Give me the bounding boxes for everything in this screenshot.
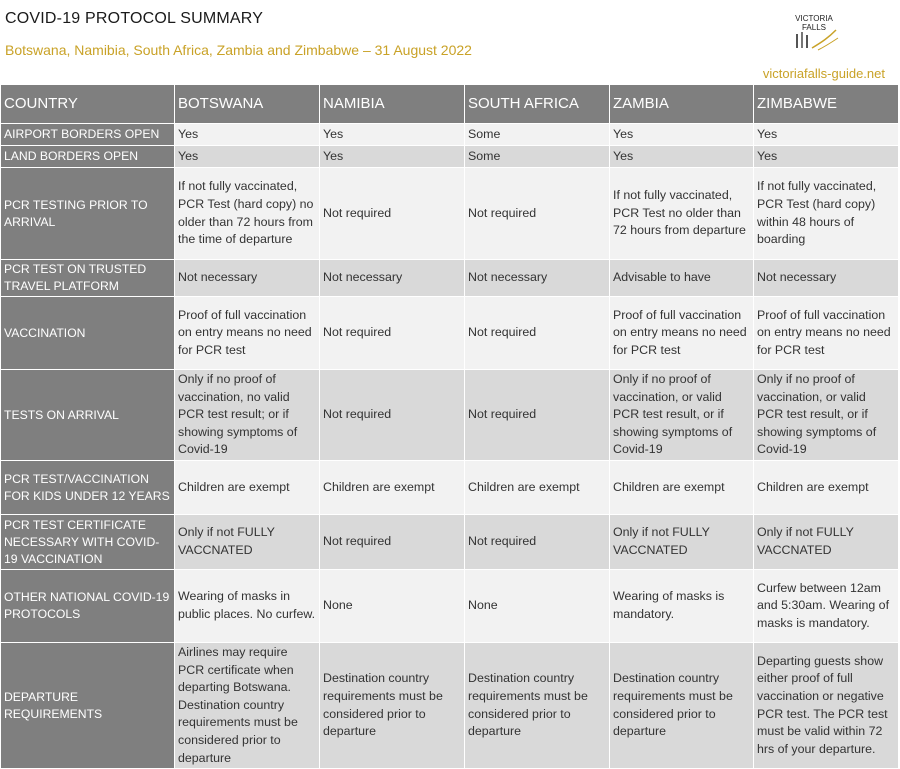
table-cell: Destination country requirements must be… bbox=[319, 641, 465, 769]
row-label: TESTS ON ARRIVAL bbox=[0, 369, 175, 461]
table-row: PCR TEST CERTIFICATE NECESSARY WITH COVI… bbox=[0, 514, 899, 570]
row-label: PCR TEST ON TRUSTED TRAVEL PLATFORM bbox=[0, 259, 175, 297]
table-cell: Only if not FULLY VACCNATED bbox=[753, 514, 899, 570]
table-cell: Yes bbox=[753, 123, 899, 146]
page-subtitle: Botswana, Namibia, South Africa, Zambia … bbox=[5, 42, 472, 58]
table-cell: Destination country requirements must be… bbox=[609, 641, 754, 769]
table-cell: Not required bbox=[464, 369, 610, 461]
row-label: PCR TESTING PRIOR TO ARRIVAL bbox=[0, 167, 175, 260]
table-cell: Only if no proof of vaccination, no vali… bbox=[174, 369, 320, 461]
victoria-falls-logo: VICTORIA FALLS bbox=[795, 14, 839, 51]
column-header: ZAMBIA bbox=[609, 84, 754, 124]
table-cell: Not required bbox=[319, 296, 465, 370]
table-cell: Yes bbox=[609, 145, 754, 168]
table-cell: Yes bbox=[174, 145, 320, 168]
table-row: PCR TEST/VACCINATION FOR KIDS UNDER 12 Y… bbox=[0, 460, 899, 515]
table-cell: Not necessary bbox=[319, 259, 465, 297]
svg-text:FALLS: FALLS bbox=[802, 23, 826, 32]
table-cell: Yes bbox=[753, 145, 899, 168]
table-cell: Children are exempt bbox=[609, 460, 754, 515]
table-row: PCR TESTING PRIOR TO ARRIVAL If not full… bbox=[0, 167, 899, 260]
table-cell: None bbox=[319, 569, 465, 643]
table-cell: Yes bbox=[609, 123, 754, 146]
table-cell: Not required bbox=[319, 514, 465, 570]
table-cell: Proof of full vaccination on entry means… bbox=[753, 296, 899, 370]
table-cell: Children are exempt bbox=[753, 460, 899, 515]
table-cell: Children are exempt bbox=[319, 460, 465, 515]
table-cell: Not required bbox=[464, 296, 610, 370]
site-url[interactable]: victoriafalls-guide.net bbox=[762, 66, 885, 81]
row-label: AIRPORT BORDERS OPEN bbox=[0, 123, 175, 146]
table-cell: Not necessary bbox=[753, 259, 899, 297]
row-label: PCR TEST/VACCINATION FOR KIDS UNDER 12 Y… bbox=[0, 460, 175, 515]
table-cell: Destination country requirements must be… bbox=[464, 641, 610, 769]
table-cell: None bbox=[464, 569, 610, 643]
table-cell: Only if no proof of vaccination, or vali… bbox=[753, 369, 899, 461]
column-header: COUNTRY bbox=[0, 84, 175, 124]
column-header: NAMIBIA bbox=[319, 84, 465, 124]
table-cell: If not fully vaccinated, PCR Test (hard … bbox=[753, 167, 899, 260]
table-row: VACCINATION Proof of full vaccination on… bbox=[0, 296, 899, 370]
table-cell: Not required bbox=[464, 514, 610, 570]
table-cell: Not necessary bbox=[174, 259, 320, 297]
column-header: SOUTH AFRICA bbox=[464, 84, 610, 124]
table-cell: Wearing of masks in public places. No cu… bbox=[174, 569, 320, 643]
table-cell: Not required bbox=[464, 167, 610, 260]
table-row: TESTS ON ARRIVAL Only if no proof of vac… bbox=[0, 369, 899, 461]
table-cell: Only if not FULLY VACCNATED bbox=[609, 514, 754, 570]
table-cell: Some bbox=[464, 123, 610, 146]
row-label: DEPARTURE REQUIREMENTS bbox=[0, 641, 175, 769]
table-cell: Wearing of masks is mandatory. bbox=[609, 569, 754, 643]
table-cell: Children are exempt bbox=[174, 460, 320, 515]
table-row: PCR TEST ON TRUSTED TRAVEL PLATFORM Not … bbox=[0, 259, 899, 297]
table-cell: Advisable to have bbox=[609, 259, 754, 297]
table-row: DEPARTURE REQUIREMENTS Airlines may requ… bbox=[0, 641, 899, 769]
table-cell: Airlines may require PCR certificate whe… bbox=[174, 641, 320, 769]
table-cell: Yes bbox=[319, 123, 465, 146]
table-cell: Curfew between 12am and 5:30am. Wearing … bbox=[753, 569, 899, 643]
row-label: OTHER NATIONAL COVID-19 PROTOCOLS bbox=[0, 569, 175, 643]
table-cell: Departing guests show either proof of fu… bbox=[753, 641, 899, 769]
table-cell: Yes bbox=[319, 145, 465, 168]
table-cell: Children are exempt bbox=[464, 460, 610, 515]
table-header-row: COUNTRY BOTSWANA NAMIBIA SOUTH AFRICA ZA… bbox=[0, 84, 899, 124]
row-label: VACCINATION bbox=[0, 296, 175, 370]
column-header: BOTSWANA bbox=[174, 84, 320, 124]
table-cell: If not fully vaccinated, PCR Test (hard … bbox=[174, 167, 320, 260]
table-cell: Only if no proof of vaccination, or vali… bbox=[609, 369, 754, 461]
protocol-table: COUNTRY BOTSWANA NAMIBIA SOUTH AFRICA ZA… bbox=[0, 84, 899, 769]
table-cell: Proof of full vaccination on entry means… bbox=[609, 296, 754, 370]
table-cell: Not required bbox=[319, 167, 465, 260]
row-label: LAND BORDERS OPEN bbox=[0, 145, 175, 168]
svg-text:VICTORIA: VICTORIA bbox=[795, 14, 833, 23]
table-cell: Yes bbox=[174, 123, 320, 146]
table-cell: If not fully vaccinated, PCR Test no old… bbox=[609, 167, 754, 260]
table-cell: Only if not FULLY VACCNATED bbox=[174, 514, 320, 570]
table-row: AIRPORT BORDERS OPEN Yes Yes Some Yes Ye… bbox=[0, 123, 899, 146]
table-cell: Not necessary bbox=[464, 259, 610, 297]
table-cell: Not required bbox=[319, 369, 465, 461]
table-cell: Some bbox=[464, 145, 610, 168]
table-cell: Proof of full vaccination on entry means… bbox=[174, 296, 320, 370]
page-title: COVID-19 PROTOCOL SUMMARY bbox=[5, 10, 264, 27]
table-row: OTHER NATIONAL COVID-19 PROTOCOLS Wearin… bbox=[0, 569, 899, 643]
row-label: PCR TEST CERTIFICATE NECESSARY WITH COVI… bbox=[0, 514, 175, 570]
column-header: ZIMBABWE bbox=[753, 84, 899, 124]
table-row: LAND BORDERS OPEN Yes Yes Some Yes Yes bbox=[0, 145, 899, 168]
